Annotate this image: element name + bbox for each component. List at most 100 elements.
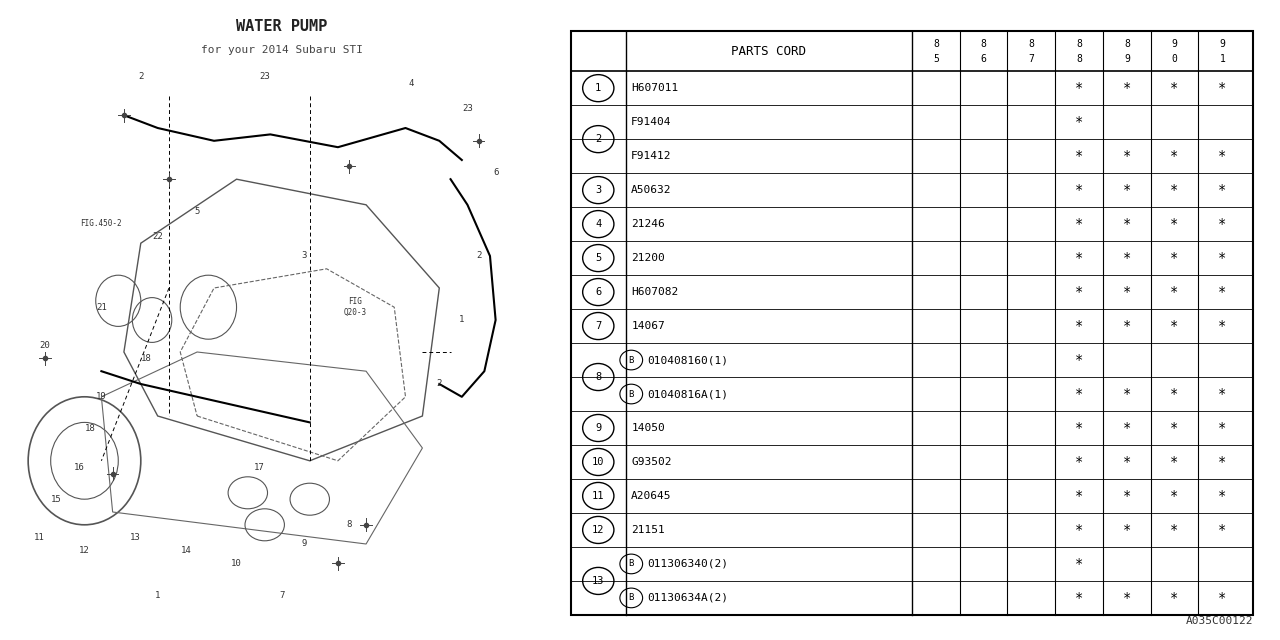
- Text: *: *: [1123, 319, 1132, 333]
- Text: 14067: 14067: [631, 321, 666, 331]
- Text: *: *: [1170, 489, 1179, 503]
- Text: *: *: [1075, 81, 1083, 95]
- Text: 18: 18: [84, 424, 96, 433]
- Text: 010408160(1): 010408160(1): [646, 355, 728, 365]
- Text: 21: 21: [96, 303, 106, 312]
- Text: A20645: A20645: [631, 491, 672, 501]
- Text: B: B: [628, 559, 634, 568]
- Text: *: *: [1123, 591, 1132, 605]
- Text: *: *: [1170, 319, 1179, 333]
- Text: *: *: [1219, 489, 1226, 503]
- Text: 3: 3: [302, 252, 307, 260]
- Text: *: *: [1170, 421, 1179, 435]
- Text: 8: 8: [1076, 39, 1082, 49]
- Text: 12: 12: [79, 546, 90, 555]
- Text: *: *: [1075, 285, 1083, 299]
- Text: *: *: [1219, 149, 1226, 163]
- Text: *: *: [1170, 523, 1179, 537]
- Text: 7: 7: [1028, 54, 1034, 63]
- Text: 19: 19: [96, 392, 106, 401]
- Text: 1: 1: [595, 83, 602, 93]
- Text: 14: 14: [180, 546, 191, 555]
- Text: *: *: [1075, 489, 1083, 503]
- Text: *: *: [1123, 387, 1132, 401]
- Text: A50632: A50632: [631, 185, 672, 195]
- Text: *: *: [1170, 81, 1179, 95]
- Text: 6: 6: [980, 54, 987, 63]
- Text: 1: 1: [155, 591, 160, 600]
- Text: 9: 9: [1124, 54, 1130, 63]
- Text: 6: 6: [595, 287, 602, 297]
- Text: *: *: [1219, 421, 1226, 435]
- Text: 18: 18: [141, 354, 152, 363]
- Text: 22: 22: [152, 232, 163, 241]
- Text: *: *: [1219, 81, 1226, 95]
- Text: B: B: [628, 593, 634, 602]
- Text: *: *: [1170, 387, 1179, 401]
- Text: for your 2014 Subaru STI: for your 2014 Subaru STI: [201, 45, 362, 55]
- Text: *: *: [1075, 591, 1083, 605]
- Text: 13: 13: [129, 533, 141, 542]
- Text: 21200: 21200: [631, 253, 666, 263]
- Text: *: *: [1219, 387, 1226, 401]
- Text: A035C00122: A035C00122: [1185, 616, 1253, 626]
- Text: 5: 5: [195, 207, 200, 216]
- Text: *: *: [1123, 285, 1132, 299]
- Text: 7: 7: [595, 321, 602, 331]
- Text: *: *: [1123, 489, 1132, 503]
- Text: PARTS CORD: PARTS CORD: [731, 45, 806, 58]
- Text: 8: 8: [1124, 39, 1130, 49]
- Text: *: *: [1123, 217, 1132, 231]
- Text: 8: 8: [1028, 39, 1034, 49]
- Text: 20: 20: [40, 341, 50, 350]
- Text: *: *: [1075, 455, 1083, 469]
- Text: 2: 2: [138, 72, 143, 81]
- Text: *: *: [1075, 353, 1083, 367]
- Text: *: *: [1219, 455, 1226, 469]
- Text: *: *: [1219, 217, 1226, 231]
- Text: 8: 8: [980, 39, 987, 49]
- Text: 16: 16: [73, 463, 84, 472]
- Text: H607082: H607082: [631, 287, 678, 297]
- Text: 17: 17: [253, 463, 265, 472]
- Text: B: B: [628, 390, 634, 399]
- Text: *: *: [1123, 251, 1132, 265]
- Text: 4: 4: [408, 79, 413, 88]
- Text: 21246: 21246: [631, 219, 666, 229]
- Text: *: *: [1075, 115, 1083, 129]
- Text: *: *: [1219, 183, 1226, 197]
- Text: 15: 15: [51, 495, 61, 504]
- Text: *: *: [1123, 523, 1132, 537]
- Text: *: *: [1123, 183, 1132, 197]
- Text: *: *: [1219, 319, 1226, 333]
- Text: 8: 8: [1076, 54, 1082, 63]
- Text: *: *: [1075, 183, 1083, 197]
- Text: 8: 8: [595, 372, 602, 382]
- Text: 10: 10: [593, 457, 604, 467]
- Text: WATER PUMP: WATER PUMP: [236, 19, 328, 34]
- Text: 13: 13: [593, 576, 604, 586]
- Text: *: *: [1219, 285, 1226, 299]
- Text: 9: 9: [595, 423, 602, 433]
- Text: *: *: [1075, 217, 1083, 231]
- Text: H607011: H607011: [631, 83, 678, 93]
- Text: *: *: [1170, 149, 1179, 163]
- Text: *: *: [1219, 251, 1226, 265]
- Text: 5: 5: [933, 54, 938, 63]
- Text: *: *: [1075, 251, 1083, 265]
- Text: 01130634A(2): 01130634A(2): [646, 593, 728, 603]
- Text: B: B: [628, 356, 634, 365]
- Text: *: *: [1170, 183, 1179, 197]
- Text: 7: 7: [279, 591, 284, 600]
- Text: *: *: [1170, 217, 1179, 231]
- Text: *: *: [1170, 285, 1179, 299]
- Text: *: *: [1219, 591, 1226, 605]
- Text: 12: 12: [593, 525, 604, 535]
- Text: 4: 4: [595, 219, 602, 229]
- Text: *: *: [1075, 319, 1083, 333]
- Text: *: *: [1219, 523, 1226, 537]
- Text: FIG
Q20-3: FIG Q20-3: [343, 298, 366, 317]
- Text: 21151: 21151: [631, 525, 666, 535]
- Text: FIG.450-2: FIG.450-2: [81, 220, 122, 228]
- Text: 01040816A(1): 01040816A(1): [646, 389, 728, 399]
